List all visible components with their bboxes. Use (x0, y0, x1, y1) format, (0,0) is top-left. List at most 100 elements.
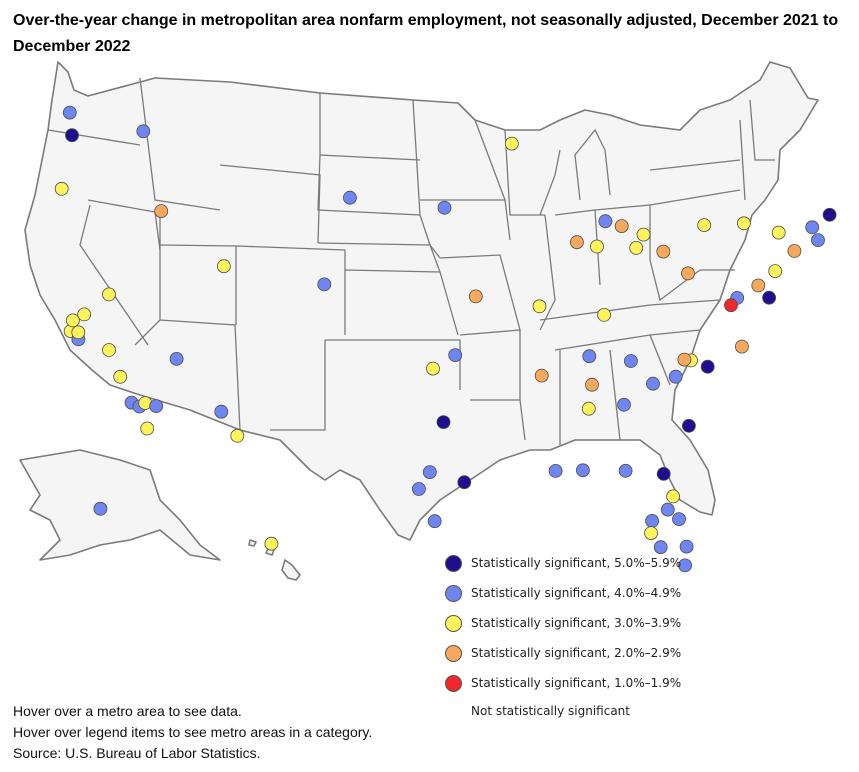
metro-point-c4[interactable] (214, 404, 229, 419)
legend-label: Statistically significant, 2.0%–2.9% (471, 646, 682, 660)
legend-item-2-percent[interactable]: Statistically significant, 2.0%–2.9% (443, 641, 743, 665)
metro-point-c5[interactable] (457, 475, 472, 490)
legend-label: Statistically significant, 1.0%–1.9% (471, 676, 682, 690)
hawaii-shape (281, 559, 301, 581)
metro-point-c4[interactable] (576, 463, 590, 478)
metro-point-c2[interactable] (585, 377, 599, 392)
metro-point-c2[interactable] (677, 352, 692, 367)
metro-point-c2[interactable] (468, 289, 483, 304)
metro-point-c3[interactable] (102, 343, 116, 357)
metro-point-c4[interactable] (645, 514, 659, 528)
metro-point-c4[interactable] (448, 348, 463, 363)
legend-swatch-4-percent (445, 584, 462, 602)
metro-point-c3[interactable] (71, 325, 86, 340)
hover-legend-note: Hover over legend items to see metro are… (13, 724, 373, 740)
metro-point-c3[interactable] (504, 136, 519, 151)
metro-point-c3[interactable] (597, 307, 611, 322)
metro-point-c3[interactable] (113, 369, 128, 384)
metro-point-c4[interactable] (317, 277, 332, 292)
metro-point-c4[interactable] (805, 220, 820, 235)
metro-point-c3[interactable] (77, 307, 92, 322)
legend-item-4-percent[interactable]: Statistically significant, 4.0%–4.9% (443, 581, 743, 605)
metro-point-c4[interactable] (653, 540, 668, 555)
metro-point-c5[interactable] (682, 418, 696, 433)
metro-point-c2[interactable] (154, 204, 169, 219)
metro-point-c5[interactable] (656, 466, 671, 481)
metro-point-c3[interactable] (426, 361, 440, 376)
metro-point-c4[interactable] (93, 501, 108, 516)
metro-point-c2[interactable] (681, 266, 695, 281)
metro-point-c3[interactable] (768, 264, 783, 279)
metro-point-c4[interactable] (646, 376, 660, 391)
legend-item-5-percent[interactable]: Statistically significant, 5.0%–5.9% (443, 551, 743, 575)
metro-point-c4[interactable] (678, 558, 692, 573)
metro-point-c3[interactable] (532, 299, 547, 314)
metro-point-c3[interactable] (590, 239, 604, 254)
metro-point-c4[interactable] (169, 351, 184, 366)
metro-point-c3[interactable] (666, 489, 680, 504)
metro-point-c2[interactable] (735, 339, 749, 354)
metro-point-c4[interactable] (149, 399, 164, 414)
legend-swatch-not-significant (445, 703, 462, 720)
metro-point-c2[interactable] (570, 235, 584, 250)
metro-point-c4[interactable] (437, 200, 452, 215)
metro-point-c5[interactable] (65, 128, 79, 143)
hover-metro-note: Hover over a metro area to see data. (13, 703, 242, 719)
metro-point-c4[interactable] (422, 465, 437, 480)
legend-swatch-5-percent (445, 554, 462, 572)
metro-point-c3[interactable] (644, 526, 658, 540)
metro-point-c2[interactable] (656, 244, 671, 259)
metro-point-c5[interactable] (762, 290, 776, 305)
legend-swatch-1-percent (445, 674, 462, 692)
metro-point-c3[interactable] (771, 225, 786, 240)
metro-point-c4[interactable] (811, 233, 825, 248)
metro-point-c2[interactable] (534, 368, 549, 383)
state-boundaries (19, 61, 819, 581)
metro-point-c4[interactable] (618, 463, 633, 478)
legend-item-3-percent[interactable]: Statistically significant, 3.0%–3.9% (443, 611, 743, 635)
metro-point-c3[interactable] (636, 227, 651, 242)
metro-point-c3[interactable] (230, 428, 245, 443)
metro-point-c4[interactable] (660, 502, 675, 517)
map-title: Over-the-year change in metropolitan are… (13, 12, 839, 55)
metro-point-c1[interactable] (724, 298, 738, 313)
metro-point-c4[interactable] (548, 463, 563, 478)
metro-point-c2[interactable] (787, 244, 802, 258)
metro-point-c5[interactable] (436, 415, 451, 430)
metro-point-c4[interactable] (672, 512, 686, 526)
metro-point-c5[interactable] (700, 359, 715, 374)
legend-item-1-percent[interactable]: Statistically significant, 1.0%–1.9% (443, 671, 743, 695)
metro-point-c2[interactable] (751, 278, 766, 293)
metro-point-c4[interactable] (411, 482, 426, 496)
metro-point-c4[interactable] (427, 514, 442, 529)
metro-point-c4[interactable] (582, 349, 597, 364)
metro-point-c3[interactable] (102, 287, 116, 302)
metro-point-c3[interactable] (629, 240, 644, 255)
metro-point-c4[interactable] (342, 190, 357, 205)
metro-point-c4[interactable] (668, 369, 683, 384)
alaska-shape (19, 449, 221, 561)
metro-point-c3[interactable] (697, 218, 712, 233)
legend-swatch-2-percent (445, 644, 462, 662)
metro-point-c4[interactable] (136, 124, 151, 139)
metro-point-c4[interactable] (617, 397, 631, 412)
metro-point-c3[interactable] (66, 313, 80, 328)
notes: Hover over a metro area to see data. Hov… (13, 701, 372, 764)
metro-point-c3[interactable] (140, 421, 155, 436)
metro-point-c3[interactable] (737, 216, 751, 231)
metro-point-c3[interactable] (264, 536, 279, 551)
metro-point-c4[interactable] (679, 539, 694, 554)
metro-point-c2[interactable] (614, 219, 629, 234)
metro-point-c4[interactable] (624, 354, 638, 368)
metro-point-c4[interactable] (62, 105, 77, 120)
legend-item-not-significant[interactable]: Not statistically significant (443, 699, 743, 723)
metro-point-c4[interactable] (598, 214, 613, 229)
metro-point-c3[interactable] (216, 259, 231, 274)
metro-points (54, 105, 837, 573)
metro-point-c3[interactable] (54, 181, 69, 196)
metro-point-c3[interactable] (581, 401, 596, 416)
metro-point-c5[interactable] (822, 207, 837, 222)
legend-label: Statistically significant, 4.0%–4.9% (471, 586, 682, 600)
source-note: Source: U.S. Bureau of Labor Statistics. (13, 745, 261, 761)
